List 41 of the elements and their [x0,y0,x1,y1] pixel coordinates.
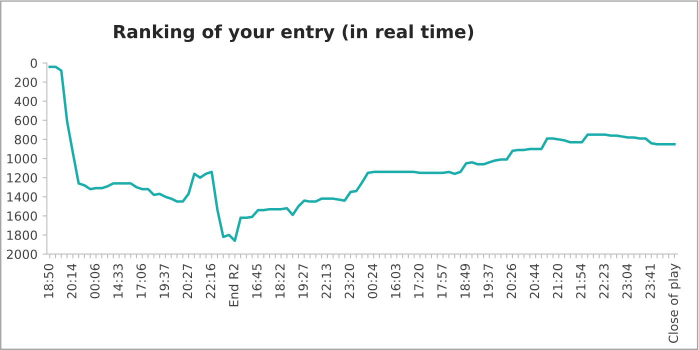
x-tick-label: 00:24 [368,264,378,298]
y-tick-label: 1200 [7,173,37,183]
y-tick-label: 0 [30,58,37,68]
x-tick-label: 22:16 [206,264,216,298]
x-tick-label: 18:49 [460,264,470,298]
x-tick-label: 14:33 [113,264,123,298]
x-tick-label: 17:20 [414,264,424,298]
x-tick-label: 17:57 [437,264,447,298]
y-tick-label: 600 [14,116,37,126]
y-tick-label: 800 [14,134,37,144]
x-tick-label: 16:03 [390,264,400,298]
x-tick-label: 21:54 [576,264,586,298]
x-tick-label: 18:50 [44,264,54,298]
x-tick-label: 19:27 [298,264,308,298]
x-tick-label: 23:41 [645,264,655,298]
y-tick-label: 200 [14,78,37,88]
x-tick-label: 20:26 [506,264,516,298]
x-tick-label: 19:37 [484,264,493,298]
x-tick-label: 22:23 [599,264,609,298]
line-series [48,66,676,242]
x-tick-label: Close of play [668,264,680,343]
x-tick-label: End R2 [228,264,238,306]
y-tick-label: 1400 [7,192,37,202]
y-tick-label: 400 [14,96,37,106]
y-tick-label: 2000 [6,250,37,260]
x-tick-label: 20:44 [530,264,540,298]
x-tick-label: 16:45 [252,264,262,298]
x-tick-label: 23:20 [344,264,354,298]
x-tick-label: 00:06 [90,264,100,298]
y-tick-label: 1600 [7,211,37,221]
y-tick-label: 1800 [7,230,37,240]
x-tick-label: 22:13 [322,264,332,298]
x-tick-label: 17:06 [136,264,146,298]
x-tick-label: 20:27 [182,264,192,298]
x-tick-label: 20:14 [67,264,76,298]
x-tick-label: 21:20 [552,264,562,298]
x-tick-label: 23:04 [622,264,632,298]
x-tick-label: 18:22 [275,264,285,298]
y-tick-label: 1000 [7,154,37,164]
chart-title: Ranking of your entry (in real time) [114,24,474,42]
x-tick-label: 19:37 [160,264,170,298]
